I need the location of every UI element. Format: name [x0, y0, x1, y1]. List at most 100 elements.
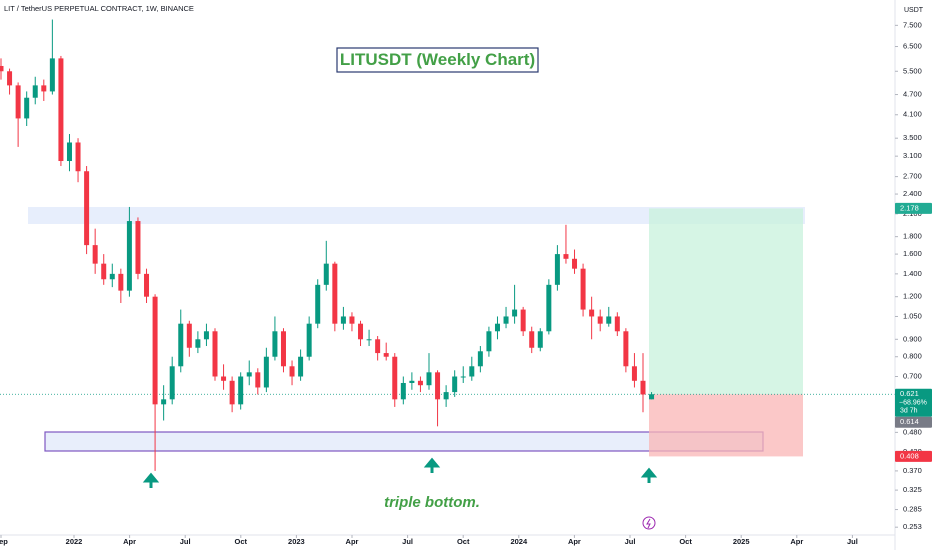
candle-body	[135, 221, 141, 274]
candle-body	[195, 339, 201, 348]
candle-body	[84, 171, 90, 246]
candle-body	[255, 372, 261, 388]
candle-body	[383, 353, 389, 357]
chart-title: LITUSDT (Weekly Chart)	[340, 50, 535, 69]
y-tick-label: 2.400	[903, 189, 922, 198]
arrow-up	[423, 457, 441, 473]
candle-body	[435, 372, 441, 400]
candle-body	[589, 309, 595, 317]
candle-body	[332, 263, 338, 324]
prev-badge	[895, 416, 932, 428]
candle-body	[503, 316, 509, 324]
candle-body	[298, 356, 304, 377]
event-icon[interactable]	[642, 516, 656, 530]
target-badge	[895, 202, 932, 214]
candle-body	[58, 58, 64, 162]
candle-body	[32, 85, 38, 98]
target-badge-label: 2.178	[900, 203, 919, 212]
x-tick-label: Apr	[790, 537, 803, 546]
candle-body	[263, 356, 269, 388]
y-tick-label: 4.700	[903, 90, 922, 99]
x-tick-label: Oct	[457, 537, 470, 546]
candle-body	[186, 323, 192, 348]
arrow-up	[142, 472, 160, 488]
candle-body	[400, 382, 406, 400]
y-tick-label: 0.253	[903, 522, 922, 531]
y-tick-label: 7.500	[903, 20, 922, 29]
y-tick-label: 4.100	[903, 110, 922, 119]
y-tick-label: 0.480	[903, 427, 922, 436]
candle-body	[0, 65, 4, 72]
candle-body	[178, 323, 184, 367]
y-tick-label: 1.200	[903, 292, 922, 301]
candle-body	[640, 380, 646, 395]
candle-body	[169, 366, 175, 400]
candle-body	[417, 380, 423, 386]
candle-body	[546, 284, 552, 332]
y-tick-label: 1.400	[903, 269, 922, 278]
y-tick-label: 0.285	[903, 505, 922, 514]
y-tick-label: 0.325	[903, 485, 922, 494]
candle-body	[460, 376, 466, 378]
y-tick-label: 0.800	[903, 352, 922, 361]
x-tick-label: 2024	[510, 537, 528, 546]
stop-badge	[895, 450, 932, 462]
candle-body	[623, 331, 629, 367]
x-tick-label: Apr	[346, 537, 359, 546]
y-tick-label: 3.500	[903, 133, 922, 142]
y-tick-label: 1.050	[903, 311, 922, 320]
candle-body	[597, 316, 603, 324]
candle-body	[75, 142, 81, 172]
candle-body	[486, 331, 492, 352]
y-tick-label: 2.700	[903, 172, 922, 181]
candle-body	[49, 58, 55, 92]
candle-body	[280, 331, 286, 367]
candle-body	[24, 97, 30, 119]
candle-body	[118, 273, 124, 291]
candle-body	[340, 316, 346, 324]
candle-body	[426, 372, 432, 386]
candle-body	[469, 366, 475, 377]
target-zone	[649, 208, 803, 395]
prev-badge-label: 0.614	[900, 417, 919, 426]
candle-body	[203, 331, 209, 340]
candle-body	[306, 323, 312, 357]
candle-body	[349, 316, 355, 324]
candle-body	[272, 331, 278, 357]
y-tick-label: 0.900	[903, 334, 922, 343]
stop-zone	[649, 394, 803, 457]
candle-body	[443, 392, 449, 400]
candle-body	[537, 331, 543, 348]
title-box	[336, 47, 539, 73]
candle-body	[101, 263, 107, 280]
candle-body	[246, 372, 252, 377]
candle-body	[409, 380, 415, 383]
x-tick-label: Jul	[625, 537, 636, 546]
x-tick-label: Oct	[679, 537, 692, 546]
candle-body	[66, 142, 72, 162]
resistance-zone	[28, 207, 805, 224]
candle-body	[529, 331, 535, 348]
candle-body	[315, 284, 321, 324]
candle-body	[289, 366, 295, 377]
candles	[0, 19, 655, 471]
candle-body	[15, 85, 21, 119]
candle-body	[323, 263, 329, 285]
stop-badge-label: 0.408	[900, 451, 919, 460]
candle-body	[41, 85, 47, 92]
x-tick-label: Jul	[847, 537, 858, 546]
candle-body	[563, 254, 569, 259]
candle-body	[7, 71, 13, 86]
candle-body	[649, 394, 655, 400]
y-tick-label: 6.500	[903, 42, 922, 51]
x-tick-label: Apr	[123, 537, 136, 546]
x-tick-label: Oct	[235, 537, 248, 546]
candle-body	[580, 268, 586, 310]
y-tick-label: 3.100	[903, 151, 922, 160]
candle-body	[606, 316, 612, 324]
y-tick-label: 5.500	[903, 66, 922, 75]
candle-body	[631, 366, 637, 381]
candle-body	[161, 399, 167, 405]
candle-body	[614, 316, 620, 332]
